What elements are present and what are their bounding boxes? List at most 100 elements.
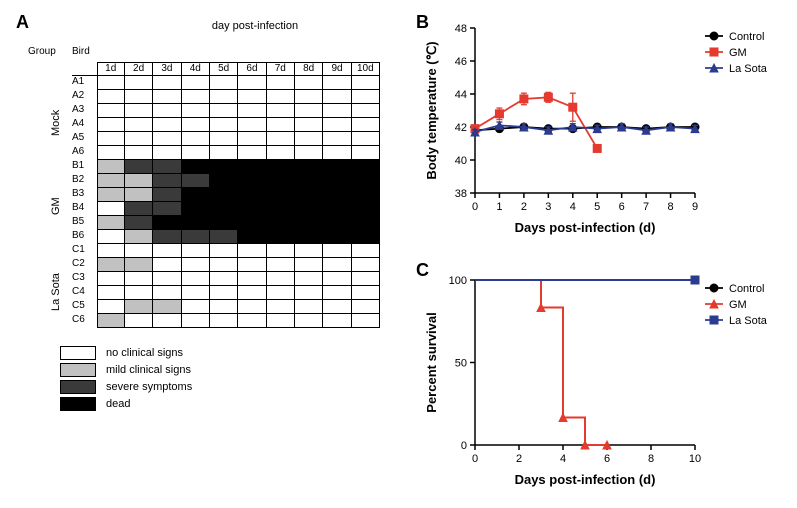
grid-cell: [323, 244, 351, 258]
grid-cell: [323, 174, 351, 188]
grid-cell: [125, 272, 153, 286]
legend-row: no clinical signs: [60, 346, 380, 360]
panel-a-grid: 1d2d3d4d5d6d7d8d9d10dA1A2A3A4A5A6B1B2B3B…: [72, 62, 380, 328]
grid-cell: [153, 188, 181, 202]
svg-text:3: 3: [545, 201, 551, 213]
legend-swatch: [60, 380, 96, 394]
bird-label: C5: [72, 300, 97, 314]
group-label: La Sota: [50, 273, 62, 311]
svg-text:GM: GM: [729, 299, 747, 311]
grid-cell: [267, 258, 295, 272]
grid-cell: [210, 272, 238, 286]
grid-cell: [267, 104, 295, 118]
grid-cell: [352, 118, 380, 132]
svg-text:La Sota: La Sota: [729, 315, 768, 327]
bird-label: B2: [72, 174, 97, 188]
svg-text:0: 0: [472, 453, 478, 465]
group-label: GM: [50, 197, 62, 215]
col-header: 5d: [210, 62, 238, 76]
grid-cell: [153, 216, 181, 230]
grid-cell: [352, 132, 380, 146]
grid-cell: [323, 90, 351, 104]
grid-cell: [210, 300, 238, 314]
grid-cell: [210, 118, 238, 132]
svg-text:38: 38: [455, 188, 467, 200]
grid-cell: [267, 118, 295, 132]
grid-cell: [295, 146, 323, 160]
grid-cell: [153, 314, 181, 328]
grid-cell: [352, 314, 380, 328]
bird-label: B5: [72, 216, 97, 230]
grid-cell: [182, 146, 210, 160]
grid-cell: [97, 202, 125, 216]
bird-label: C1: [72, 244, 97, 258]
grid-cell: [97, 146, 125, 160]
bird-label: A4: [72, 118, 97, 132]
grid-cell: [352, 160, 380, 174]
grid-cell: [323, 132, 351, 146]
grid-cell: [97, 104, 125, 118]
panel-a-group-title: Group: [28, 46, 56, 57]
grid-cell: [182, 286, 210, 300]
grid-cell: [97, 258, 125, 272]
grid-cell: [267, 146, 295, 160]
grid-cell: [238, 118, 266, 132]
grid-cell: [210, 244, 238, 258]
grid-cell: [238, 104, 266, 118]
grid-cell: [182, 314, 210, 328]
grid-cell: [352, 104, 380, 118]
grid-cell: [153, 258, 181, 272]
grid-cell: [97, 300, 125, 314]
grid-cell: [267, 314, 295, 328]
grid-cell: [182, 216, 210, 230]
grid-cell: [97, 244, 125, 258]
grid-cell: [210, 230, 238, 244]
grid-cell: [153, 76, 181, 90]
grid-cell: [210, 76, 238, 90]
grid-cell: [295, 202, 323, 216]
grid-cell: [210, 188, 238, 202]
grid-cell: [323, 272, 351, 286]
svg-text:46: 46: [455, 56, 467, 68]
grid-cell: [125, 300, 153, 314]
grid-cell: [153, 272, 181, 286]
grid-cell: [352, 272, 380, 286]
grid-cell: [182, 272, 210, 286]
grid-cell: [267, 132, 295, 146]
col-header: 7d: [267, 62, 295, 76]
grid-cell: [267, 230, 295, 244]
grid-cell: [182, 132, 210, 146]
legend-label: severe symptoms: [106, 381, 192, 393]
grid-cell: [352, 146, 380, 160]
svg-text:9: 9: [692, 201, 698, 213]
grid-cell: [323, 104, 351, 118]
grid-cell: [125, 104, 153, 118]
legend-row: mild clinical signs: [60, 363, 380, 377]
grid-cell: [295, 216, 323, 230]
svg-text:1: 1: [496, 201, 502, 213]
col-header: 6d: [238, 62, 266, 76]
grid-cell: [295, 160, 323, 174]
grid-cell: [210, 160, 238, 174]
bird-label: B3: [72, 188, 97, 202]
svg-text:50: 50: [455, 358, 467, 370]
panel-c: 0246810050100Days post-infection (d)Perc…: [420, 270, 790, 500]
svg-text:0: 0: [461, 440, 467, 452]
grid-cell: [238, 272, 266, 286]
grid-cell: [238, 258, 266, 272]
grid-cell: [153, 90, 181, 104]
grid-cell: [125, 258, 153, 272]
grid-cell: [352, 90, 380, 104]
grid-cell: [267, 300, 295, 314]
grid-cell: [125, 314, 153, 328]
bird-label: B6: [72, 230, 97, 244]
svg-text:42: 42: [455, 122, 467, 134]
grid-cell: [125, 286, 153, 300]
svg-text:10: 10: [689, 453, 701, 465]
grid-cell: [97, 174, 125, 188]
grid-cell: [182, 244, 210, 258]
grid-cell: [352, 202, 380, 216]
grid-cell: [238, 314, 266, 328]
col-header: 1d: [97, 62, 125, 76]
grid-cell: [295, 300, 323, 314]
